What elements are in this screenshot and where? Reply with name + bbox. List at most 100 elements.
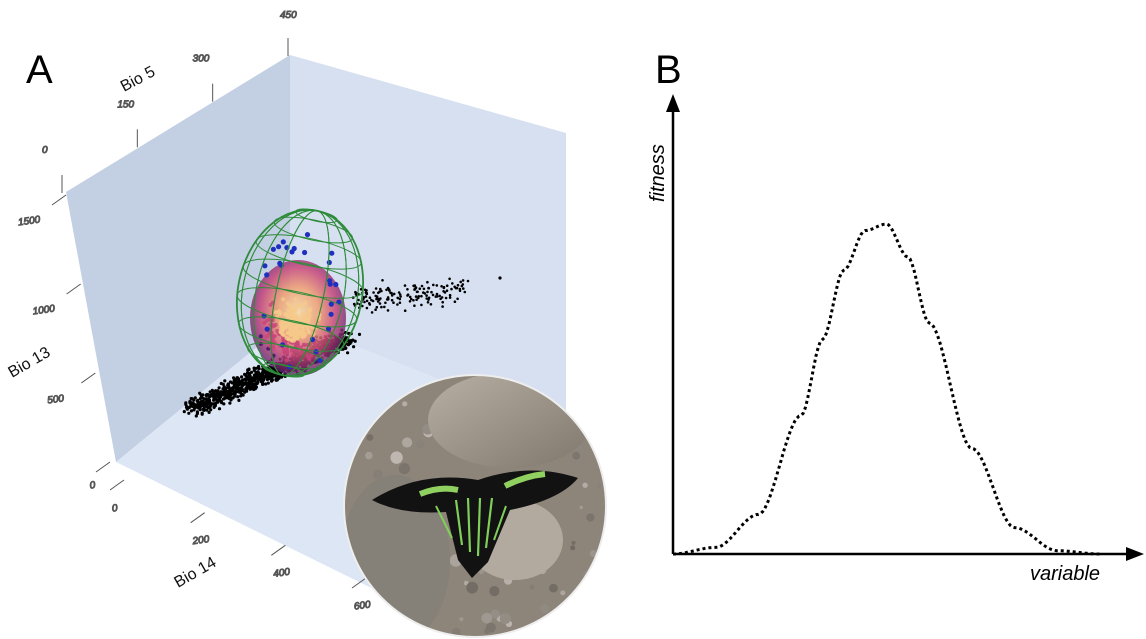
background-point (441, 300, 445, 304)
occurrence-point (264, 272, 270, 278)
background-point (201, 403, 205, 407)
background-point (435, 284, 439, 287)
background-point (416, 290, 419, 294)
occurrence-point (270, 246, 276, 252)
background-point (387, 288, 391, 291)
background-point (215, 389, 219, 393)
background-point (456, 297, 459, 301)
background-point (244, 381, 248, 385)
density-point (288, 327, 293, 332)
background-point (365, 292, 369, 296)
photo-frame (343, 374, 607, 638)
bio14-tick-label: 600 (353, 599, 371, 612)
background-point (193, 406, 197, 410)
ellipsoid-parallel (247, 342, 327, 370)
background-point (231, 392, 235, 396)
background-point (205, 394, 209, 398)
background-point (244, 386, 248, 390)
background-point (420, 303, 423, 307)
background-point (259, 375, 263, 379)
background-point (196, 398, 200, 402)
density-point (296, 302, 301, 307)
background-point (230, 381, 234, 385)
bio13-tick-label: 0 (89, 480, 96, 492)
density-point (289, 338, 294, 343)
background-point (261, 371, 265, 375)
background-point (370, 311, 374, 314)
background-point (422, 287, 426, 291)
background-point (245, 377, 249, 381)
bio13-tick-mark (81, 372, 96, 384)
background-point (461, 279, 465, 282)
density-point (258, 342, 263, 346)
background-point (257, 367, 261, 371)
density-point (313, 342, 318, 347)
bio5-tick-label: 450 (280, 10, 297, 21)
bio13-axis: 0 500 1000 1500 (17, 194, 111, 492)
side-wall-panel (290, 55, 566, 430)
density-point (274, 310, 279, 315)
background-point (415, 298, 418, 302)
background-point (236, 395, 240, 399)
background-point (228, 401, 232, 405)
background-point (206, 400, 210, 404)
background-point (375, 305, 379, 309)
background-point (448, 277, 451, 281)
bio14-tick-label: 0 (111, 503, 118, 515)
background-point (189, 409, 193, 413)
background-point (406, 294, 409, 297)
background-point (375, 297, 378, 301)
background-point (352, 345, 356, 349)
background-point (378, 302, 382, 305)
density-point (285, 311, 290, 315)
background-point (202, 406, 206, 410)
panel-a-label: A (26, 48, 53, 92)
background-point (383, 305, 386, 309)
bio5-axis: 0 150 300 450 (42, 10, 298, 193)
background-point (414, 295, 418, 298)
density-point (292, 317, 297, 322)
background-point (368, 302, 371, 305)
background-point (448, 296, 452, 299)
density-point (292, 328, 297, 333)
background-point (432, 283, 435, 287)
density-point (303, 301, 308, 306)
ellipsoid-parallel (255, 234, 362, 270)
background-point (422, 291, 425, 294)
background-point (427, 296, 431, 300)
fitness-curve (673, 222, 1100, 556)
background-point (396, 303, 399, 306)
background-point (456, 283, 460, 287)
background-point (365, 299, 369, 303)
background-point (370, 298, 373, 302)
density-point (287, 303, 292, 308)
density-point (272, 334, 277, 339)
background-point (195, 410, 199, 414)
density-point (286, 307, 291, 312)
ellipsoid-parallel (238, 316, 345, 352)
background-point (215, 398, 219, 402)
occurrence-point (317, 357, 323, 363)
background-point (231, 386, 235, 390)
background-point (392, 301, 395, 305)
background-point (240, 384, 244, 388)
background-point (254, 366, 259, 370)
density-point (294, 324, 299, 329)
background-point (420, 294, 423, 298)
background-point (217, 407, 222, 411)
background-point (238, 386, 242, 391)
density-point (273, 322, 278, 327)
background-point (376, 300, 380, 303)
background-point (184, 402, 188, 406)
background-point (238, 390, 242, 394)
background-point (357, 298, 360, 302)
occurrence-point (328, 311, 334, 317)
x-axis-arrow (1126, 547, 1144, 561)
background-point (238, 380, 242, 384)
background-point (266, 375, 270, 379)
background-point (397, 291, 401, 294)
x-axis-label: variable (1030, 563, 1100, 585)
density-point (284, 358, 289, 363)
bio13-axis-title: Bio 13 (6, 344, 54, 381)
background-point (385, 288, 388, 292)
